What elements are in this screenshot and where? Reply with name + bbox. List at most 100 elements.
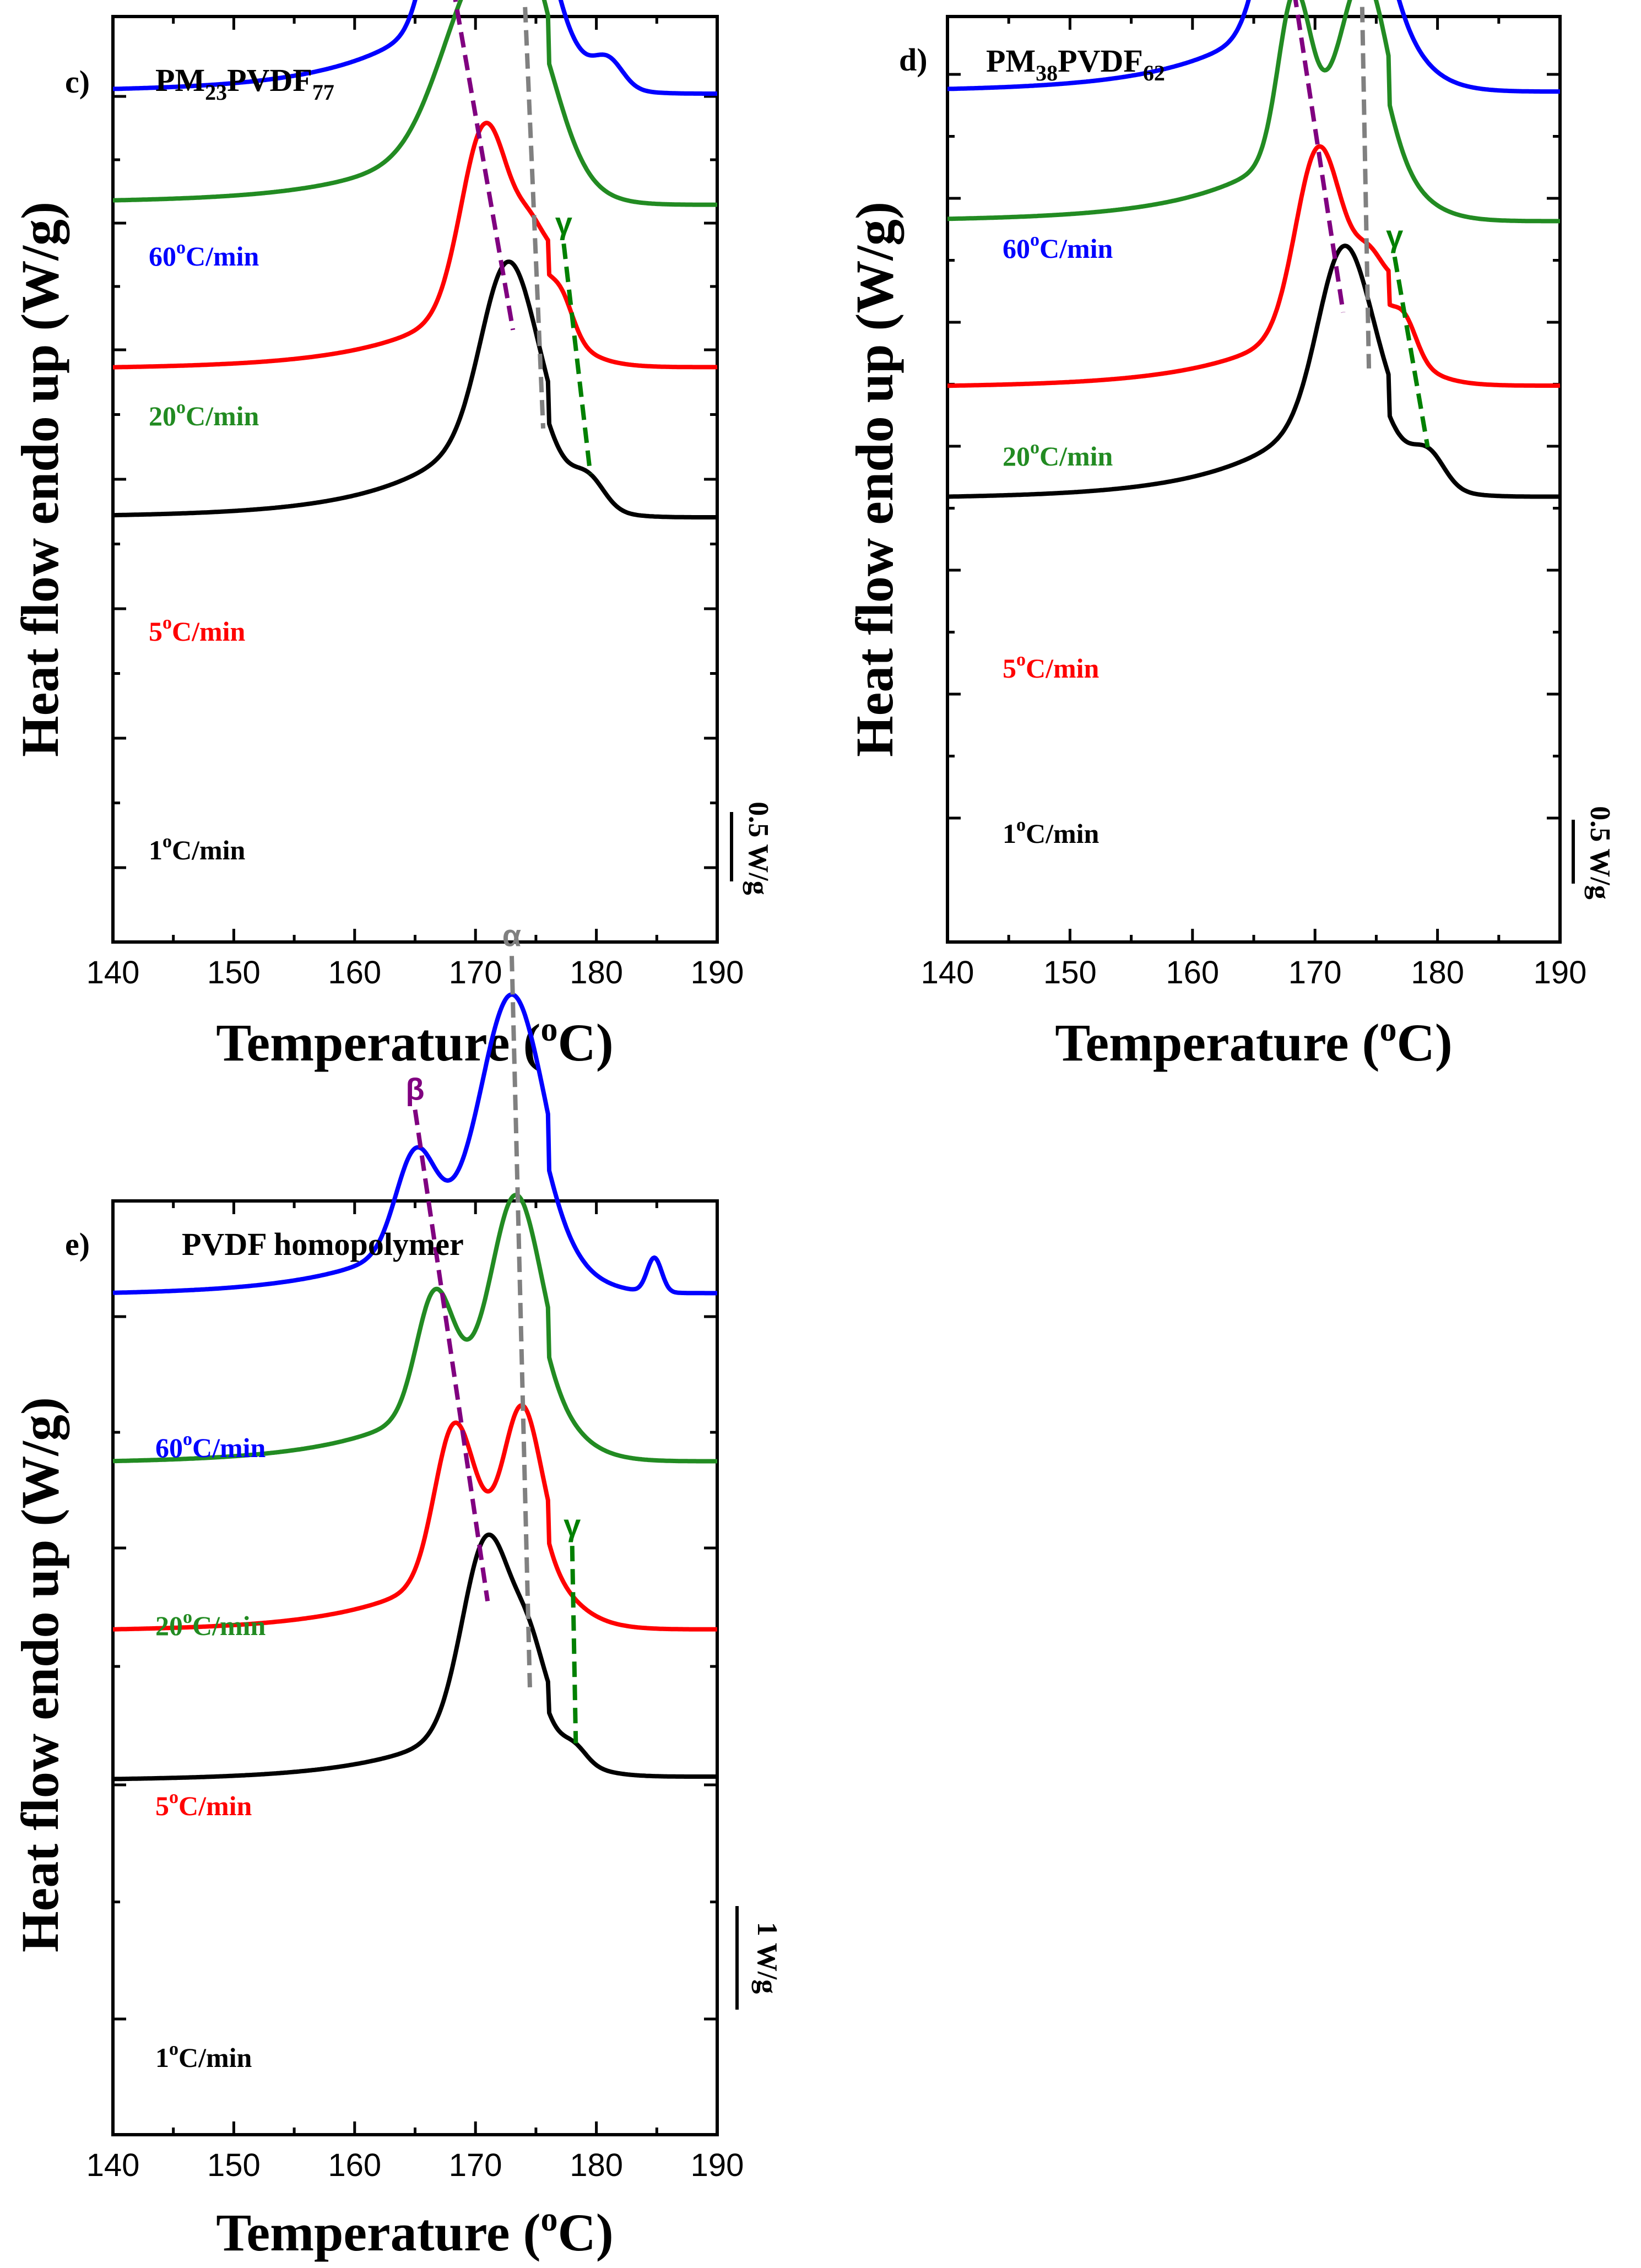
scale-bar-label: 1 W/g: [751, 1922, 783, 1994]
series-line-60: [112, 992, 718, 1296]
rate-unit: C/min: [172, 835, 246, 865]
degree-o: o: [1030, 230, 1039, 250]
rate-unit: C/min: [1039, 233, 1113, 264]
rate-label-20: 20oC/min: [1003, 437, 1113, 472]
x-ticks: 140 150 160 170 180 190: [921, 17, 1587, 990]
rate-value: 20: [155, 1610, 183, 1641]
degree-o: o: [1016, 815, 1026, 835]
guide-line: [1293, 0, 1346, 313]
plot-frame: [111, 15, 719, 944]
degree-o: o: [163, 613, 172, 633]
rate-value: 60: [155, 1432, 183, 1463]
curves: [112, 0, 718, 519]
x-tick-label: 180: [570, 2147, 623, 2183]
rate-value: 1: [155, 2042, 169, 2073]
degree-o: o: [183, 1429, 192, 1449]
series-line-5: [946, 144, 1561, 388]
x-tick-label: 160: [328, 2147, 381, 2183]
guide-line: [1360, 0, 1372, 369]
x-tick-label: 190: [1534, 955, 1587, 990]
x-ticks: 140 150 160 170 180 190: [86, 17, 744, 990]
rate-label-60: 60oC/min: [149, 237, 259, 272]
x-tick-label: 160: [1166, 955, 1219, 990]
rate-value: 20: [1003, 441, 1030, 472]
panel-label: c): [65, 64, 90, 100]
x-tick-label: 180: [1411, 955, 1464, 990]
y-ticks: [113, 95, 717, 869]
rate-unit: C/min: [178, 2042, 252, 2073]
guide-line: [1392, 256, 1430, 448]
y-axis-label: Heat flow endo up (W/g): [10, 202, 69, 757]
rate-unit: C/min: [186, 241, 259, 272]
guide-line: [453, 0, 516, 331]
x-axis-label: Temperature (oC): [216, 1011, 614, 1072]
rate-unit: C/min: [192, 1432, 266, 1463]
series-line-1: [112, 1532, 718, 1782]
rate-value: 5: [149, 616, 163, 647]
x-tick-label: 190: [691, 955, 744, 990]
series-line-5: [112, 121, 718, 370]
guide-line: [413, 1109, 490, 1602]
rate-label-1: 1oC/min: [1003, 815, 1100, 849]
rate-value: 5: [155, 1790, 169, 1821]
rate-unit: C/min: [186, 400, 259, 431]
phase-guides: βαγ: [453, 0, 593, 474]
panel-e: 140 150 160 170 180 190 βαγ 60oC/min20oC/min5…: [10, 918, 783, 2262]
rate-unit: C/min: [1026, 818, 1100, 849]
x-ticks: 140 150 160 170 180 190: [86, 1201, 744, 2183]
rate-unit: C/min: [178, 1790, 252, 1821]
rate-label-20: 20oC/min: [149, 397, 259, 431]
degree-o: o: [163, 831, 172, 852]
panel-title: PVDF homopolymer: [182, 1226, 464, 1262]
panel-label: d): [899, 42, 928, 78]
x-tick-label: 160: [328, 955, 381, 990]
rate-label-5: 5oC/min: [155, 1787, 252, 1821]
phase-label: α: [502, 918, 521, 952]
rate-label-60: 60oC/min: [1003, 230, 1113, 264]
y-axis-label: Heat flow endo up (W/g): [10, 1397, 69, 1952]
rate-unit: C/min: [1026, 653, 1100, 684]
series-line-20: [112, 0, 718, 207]
rate-value: 20: [149, 400, 176, 431]
x-tick-label: 190: [691, 2147, 744, 2183]
series-line-20: [112, 1193, 718, 1464]
rate-label-1: 1oC/min: [155, 2039, 252, 2073]
panel-title: PM23PVDF77: [155, 62, 334, 105]
x-tick-label: 180: [570, 955, 623, 990]
series-line-5: [112, 1403, 718, 1632]
guide-line: [522, 0, 546, 429]
degree-o: o: [169, 2039, 178, 2059]
x-tick-label: 140: [86, 2147, 140, 2183]
phase-label: γ: [555, 205, 572, 240]
degree-o: o: [169, 1787, 178, 1807]
guide-line: [570, 1546, 578, 1744]
x-axis-label: Temperature (oC): [1055, 1011, 1453, 1072]
rate-label-5: 5oC/min: [1003, 649, 1100, 684]
series-line-1: [946, 243, 1561, 499]
y-axis-label: Heat flow endo up (W/g): [845, 202, 904, 757]
x-tick-label: 140: [86, 955, 140, 990]
phase-label: β: [405, 1072, 424, 1107]
phase-label: γ: [1386, 219, 1403, 253]
x-axis-label: Temperature (oC): [216, 2201, 614, 2262]
x-tick-label: 170: [449, 2147, 502, 2183]
rate-value: 60: [1003, 233, 1030, 264]
x-tick-label: 170: [1288, 955, 1342, 990]
rate-label-60: 60oC/min: [155, 1429, 266, 1463]
plot-frame: [946, 15, 1562, 944]
x-tick-label: 150: [207, 2147, 261, 2183]
phase-label: γ: [564, 1508, 581, 1542]
series-line-1: [112, 259, 718, 519]
series-line-20: [946, 0, 1561, 224]
x-tick-label: 170: [449, 955, 502, 990]
phase-guides: βαγ: [1293, 0, 1430, 448]
curves: [112, 992, 718, 1782]
rate-unit: C/min: [192, 1610, 266, 1641]
rate-label-5: 5oC/min: [149, 613, 246, 647]
rate-unit: C/min: [172, 616, 246, 647]
series-line-60: [112, 0, 718, 96]
